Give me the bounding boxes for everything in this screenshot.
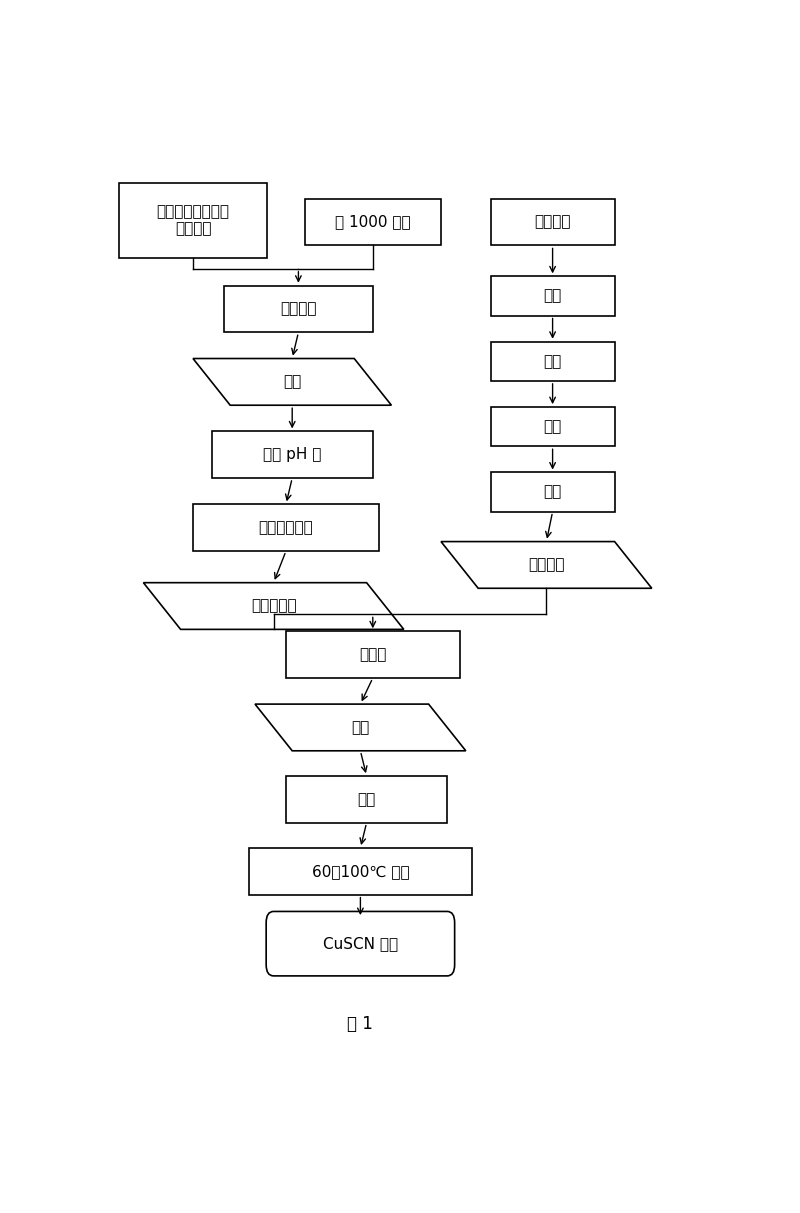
Text: 溶液: 溶液	[283, 375, 302, 389]
Text: 沉积基底: 沉积基底	[534, 215, 571, 229]
Polygon shape	[255, 704, 466, 751]
Polygon shape	[193, 359, 391, 405]
Text: 电解质溶液: 电解质溶液	[250, 598, 297, 614]
Bar	[118, 183, 267, 257]
Text: 称铜盐、硫氰酸盐
和螯合剂: 称铜盐、硫氰酸盐 和螯合剂	[157, 204, 230, 237]
Bar	[249, 848, 472, 895]
Text: 碱洗: 碱洗	[543, 354, 562, 369]
Text: 电沉积: 电沉积	[359, 647, 386, 662]
Text: 量 1000 份水: 量 1000 份水	[335, 215, 410, 229]
Bar	[224, 285, 373, 332]
Bar	[193, 505, 379, 551]
FancyBboxPatch shape	[266, 911, 454, 976]
Bar	[286, 776, 447, 822]
Bar	[211, 432, 373, 478]
Text: 除油: 除油	[543, 289, 562, 303]
Text: 调节 pH 值: 调节 pH 值	[263, 448, 322, 462]
Bar	[490, 342, 614, 381]
Text: 水洗: 水洗	[358, 792, 376, 807]
Text: 酸洗: 酸洗	[543, 420, 562, 434]
Text: 静止络合均化: 静止络合均化	[258, 520, 314, 535]
Bar	[490, 408, 614, 446]
Text: 混合搅拌: 混合搅拌	[280, 302, 317, 317]
Text: 清洁基底: 清洁基底	[528, 558, 565, 573]
Bar	[305, 199, 441, 245]
Text: 60～100℃ 干燥: 60～100℃ 干燥	[311, 864, 410, 878]
Polygon shape	[441, 541, 652, 588]
Text: 薄膜: 薄膜	[351, 721, 370, 735]
Bar	[286, 631, 459, 678]
Bar	[490, 472, 614, 512]
Text: CuSCN 薄膜: CuSCN 薄膜	[323, 936, 398, 951]
Bar	[490, 277, 614, 315]
Text: 水洗: 水洗	[543, 484, 562, 500]
Bar	[490, 199, 614, 245]
Polygon shape	[143, 582, 404, 630]
Text: 图 1: 图 1	[347, 1014, 374, 1032]
